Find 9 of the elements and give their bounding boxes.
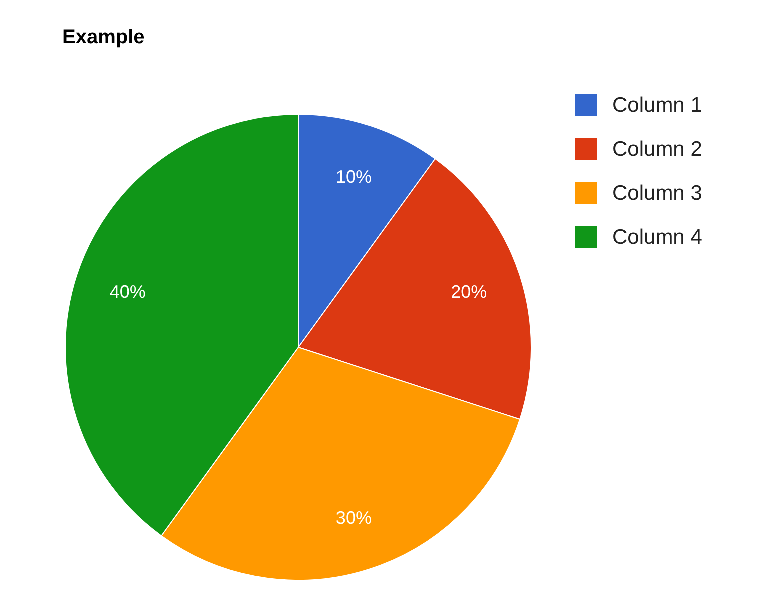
- legend-label: Column 1: [612, 94, 702, 117]
- chart-title: Example: [62, 26, 145, 48]
- data-label: 20%: [451, 282, 488, 302]
- legend-label: Column 3: [612, 182, 702, 205]
- legend-label: Column 4: [612, 226, 703, 249]
- data-label: 30%: [336, 508, 372, 528]
- data-label: 10%: [336, 166, 372, 187]
- legend-label: Column 2: [612, 138, 702, 161]
- data-label: 40%: [110, 282, 146, 302]
